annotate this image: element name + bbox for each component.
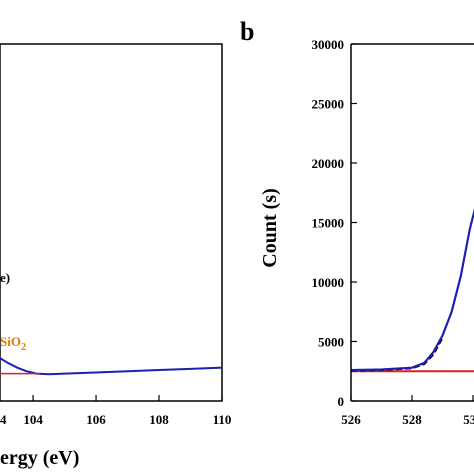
panel-b-x-tick-label: 526 bbox=[341, 412, 361, 427]
panel-b-fit-line bbox=[350, 337, 444, 372]
panel-a-x-tick-label-partial: 4 bbox=[0, 412, 7, 427]
panel-a-annotation-sio2: SiO2 bbox=[0, 334, 26, 353]
panel-a-frame bbox=[0, 43, 223, 402]
panel-b-y-tick-label: 10000 bbox=[312, 275, 345, 290]
panel-a-annotation-e: e) bbox=[0, 270, 10, 285]
panel-b-y-axis-label: Count (s) bbox=[259, 188, 281, 267]
panel-b-y-tick-label: 25000 bbox=[312, 97, 345, 112]
panel-b-x-tick-label: 528 bbox=[402, 412, 422, 427]
panel-a-spectrum-line bbox=[0, 357, 223, 376]
panel-a: 104 106 108 110 4 e) SiO2 ergy (eV) bbox=[0, 43, 232, 469]
panel-b: b Count (s) 0 5000 10000 15000 20000 25000 300… bbox=[240, 17, 474, 427]
panel-b-spectrum-line bbox=[350, 208, 474, 372]
panel-b-letter: b bbox=[240, 17, 254, 46]
panel-b-y-tick-label: 5000 bbox=[318, 335, 344, 350]
panel-a-x-tick-label: 108 bbox=[149, 412, 169, 427]
panel-b-x-tick-label: 530 bbox=[463, 412, 474, 427]
panel-a-x-axis-label: ergy (eV) bbox=[0, 447, 79, 469]
panel-b-y-tick-label: 30000 bbox=[312, 37, 345, 52]
panel-a-x-tick-label: 106 bbox=[86, 412, 106, 427]
panel-b-y-tick-label: 15000 bbox=[312, 216, 345, 231]
panel-a-x-tick-label: 104 bbox=[23, 412, 43, 427]
panel-b-y-tick-label: 20000 bbox=[312, 156, 345, 171]
panel-b-y-tick-label: 0 bbox=[338, 394, 345, 409]
panel-a-x-tick-label: 110 bbox=[213, 412, 232, 427]
